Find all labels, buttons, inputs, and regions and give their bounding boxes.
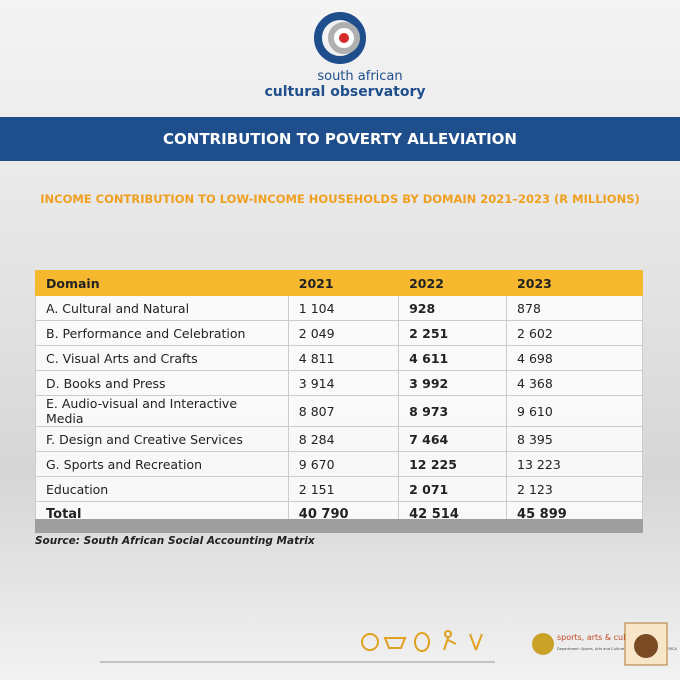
value-cell: 3 992 <box>398 370 508 396</box>
domain-cell: C. Visual Arts and Crafts <box>35 345 289 371</box>
table-row: Education 2 151 2 071 2 123 <box>35 476 643 502</box>
table-row: A. Cultural and Natural 1 104 928 878 <box>35 295 643 321</box>
value-cell: 1 104 <box>287 295 400 321</box>
source-note: Source: South African Social Accounting … <box>35 535 315 547</box>
banner: CONTRIBUTION TO POVERTY ALLEVIATION <box>0 117 680 161</box>
table-row: C. Visual Arts and Crafts 4 811 4 611 4 698 <box>35 345 643 371</box>
value-cell: 2 071 <box>398 476 508 502</box>
value-cell: 2 251 <box>398 320 508 346</box>
value-cell: 4 611 <box>398 345 508 371</box>
value-cell: 2 049 <box>287 320 400 346</box>
table-row: G. Sports and Recreation 9 670 12 225 13 22… <box>35 451 643 477</box>
value-cell: 9 670 <box>287 451 400 477</box>
value-cell: 8 395 <box>506 426 643 452</box>
table-row: B. Performance and Celebration 2 049 2 251… <box>35 320 643 346</box>
value-cell: 3 914 <box>287 370 400 396</box>
value-cell: 9 610 <box>506 395 643 427</box>
table-row: E. Audio-visual and Interactive Media 8 8… <box>35 395 643 427</box>
value-cell: 7 464 <box>398 426 508 452</box>
logo-line2: cultural observatory <box>264 84 425 100</box>
value-cell: 8 284 <box>287 426 400 452</box>
domain-cell: E. Audio-visual and Interactive Media <box>35 395 289 427</box>
domain-cell: G. Sports and Recreation <box>35 451 289 477</box>
value-cell: 4 811 <box>287 345 400 371</box>
domain-cell: F. Design and Creative Services <box>35 426 289 452</box>
value-cell: 13 223 <box>506 451 643 477</box>
domain-cell: B. Performance and Celebration <box>35 320 289 346</box>
logo: south african cultural observatory <box>264 12 426 100</box>
value-cell: 4 368 <box>506 370 643 396</box>
domain-cell: Domain <box>35 270 289 296</box>
domain-cell: Education <box>35 476 289 502</box>
header-row: Domain 2021 2022 2023 <box>35 270 643 296</box>
data-table: Domain 2021 2022 2023 A. Cultural and Natura… <box>35 270 643 527</box>
domain-cell: D. Books and Press <box>35 370 289 396</box>
department-name: sports, arts & culture <box>557 633 642 642</box>
value-cell: 2022 <box>398 270 508 296</box>
domain-cell: A. Cultural and Natural <box>35 295 289 321</box>
department-sub: Department: Sports, Arts and Culture REP… <box>557 647 678 651</box>
value-cell: 12 225 <box>398 451 508 477</box>
value-cell: 2 123 <box>506 476 643 502</box>
table-row: F. Design and Creative Services 8 284 7 46… <box>35 426 643 452</box>
footer: sports, arts & culture Department: Sport… <box>100 622 678 666</box>
value-cell: 2 151 <box>287 476 400 502</box>
value-cell: 8 807 <box>287 395 400 427</box>
value-cell: 8 973 <box>398 395 508 427</box>
value-cell: 2 602 <box>506 320 643 346</box>
logo-line1: south african <box>317 69 402 84</box>
value-cell: 2021 <box>287 270 400 296</box>
table-row: D. Books and Press 3 914 3 992 4 368 <box>35 370 643 396</box>
subtitle: INCOME CONTRIBUTION TO LOW-INCOME HOUSEH… <box>40 192 640 206</box>
value-cell: 928 <box>398 295 508 321</box>
value-cell: 4 698 <box>506 345 643 371</box>
value-cell: 2023 <box>506 270 643 296</box>
value-cell: 878 <box>506 295 643 321</box>
table-footer-bar <box>35 519 643 533</box>
